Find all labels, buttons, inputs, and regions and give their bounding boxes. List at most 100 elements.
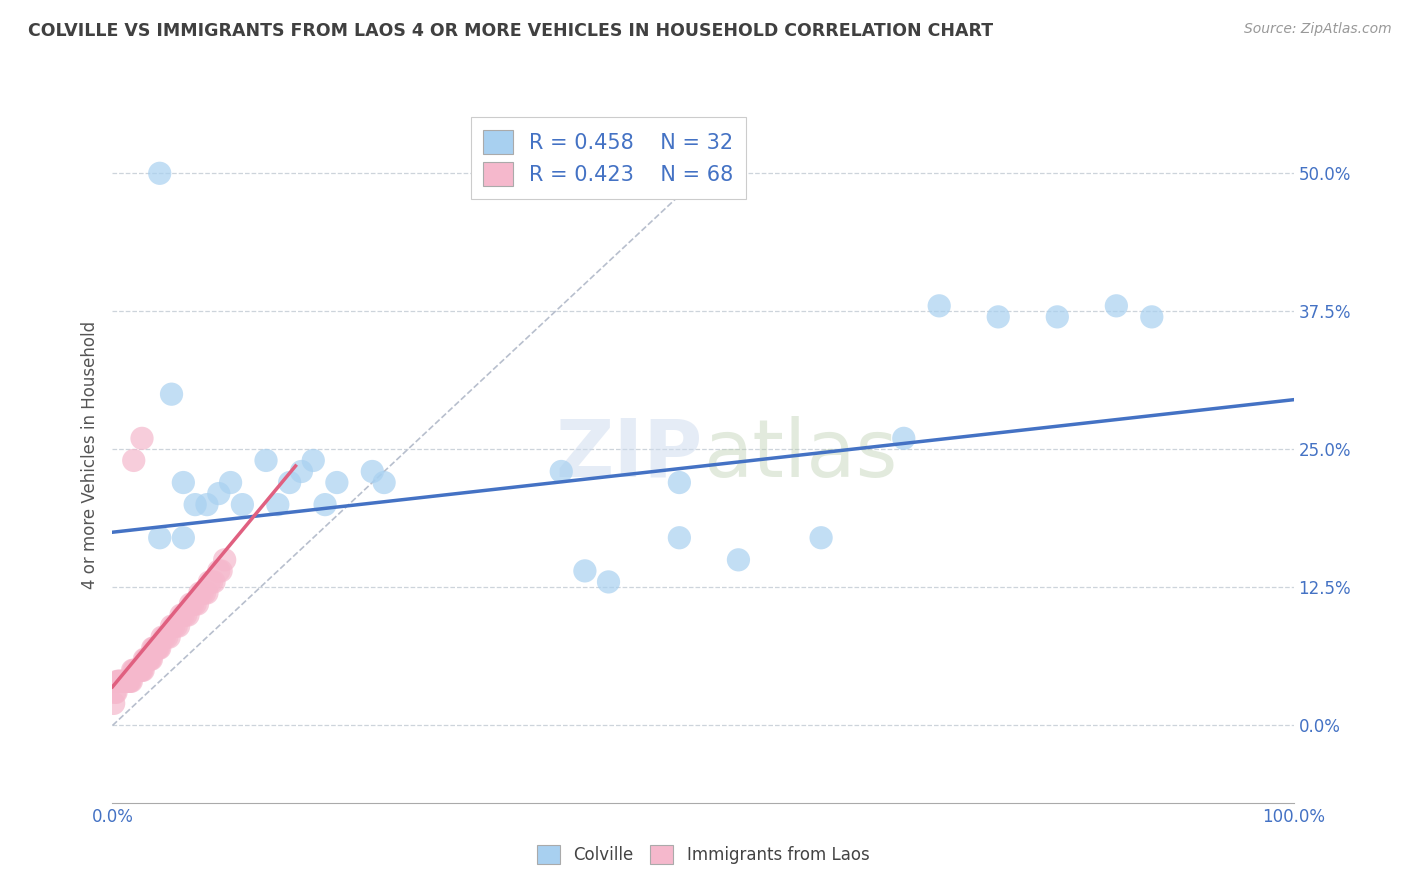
Point (191, 586, 214, 600)
Point (120, 674, 142, 689)
Text: ZIP: ZIP (555, 416, 703, 494)
Point (121, 663, 143, 677)
Point (165, 619, 187, 633)
Point (107, 674, 129, 689)
Point (361, 465, 384, 479)
Point (160, 387, 183, 401)
Point (125, 663, 148, 677)
Point (127, 663, 149, 677)
Point (111, 674, 134, 689)
Point (142, 641, 165, 656)
Point (120, 674, 142, 689)
Point (267, 498, 290, 512)
Point (139, 652, 162, 666)
Point (148, 641, 170, 656)
Point (149, 531, 172, 545)
Point (122, 663, 145, 677)
Point (149, 641, 172, 656)
Point (104, 685, 127, 699)
Point (373, 475, 395, 490)
Point (136, 652, 159, 666)
Point (195, 586, 218, 600)
Point (208, 486, 231, 500)
Point (135, 652, 157, 666)
Point (117, 674, 139, 689)
Point (114, 674, 136, 689)
Text: Source: ZipAtlas.com: Source: ZipAtlas.com (1244, 22, 1392, 37)
Point (163, 619, 186, 633)
Point (122, 453, 145, 467)
Point (108, 674, 131, 689)
Point (928, 299, 950, 313)
Point (110, 674, 132, 689)
Text: atlas: atlas (703, 416, 897, 494)
Point (202, 574, 225, 589)
Point (290, 465, 312, 479)
Point (105, 674, 128, 689)
Point (170, 608, 193, 623)
Point (598, 574, 620, 589)
Point (172, 608, 194, 623)
Point (668, 475, 690, 490)
Point (810, 531, 832, 545)
Point (142, 641, 165, 656)
Point (184, 597, 207, 611)
Text: COLVILLE VS IMMIGRANTS FROM LAOS 4 OR MORE VEHICLES IN HOUSEHOLD CORRELATION CHA: COLVILLE VS IMMIGRANTS FROM LAOS 4 OR MO… (28, 22, 993, 40)
Point (127, 663, 149, 677)
Point (146, 641, 169, 656)
Point (550, 465, 572, 479)
Point (201, 574, 224, 589)
Point (188, 586, 211, 600)
Point (209, 564, 232, 578)
Point (302, 453, 325, 467)
Point (278, 475, 301, 490)
Point (141, 652, 163, 666)
Point (112, 674, 135, 689)
Point (115, 674, 138, 689)
Point (132, 663, 155, 677)
Point (231, 498, 253, 512)
Point (134, 652, 156, 666)
Point (129, 663, 152, 677)
Point (150, 630, 173, 644)
Point (727, 553, 749, 567)
Point (219, 475, 242, 490)
Point (131, 663, 153, 677)
Point (254, 453, 277, 467)
Point (156, 630, 179, 644)
Point (135, 652, 157, 666)
Point (574, 564, 596, 578)
Point (195, 498, 218, 512)
Point (167, 619, 190, 633)
Point (145, 641, 167, 656)
Point (128, 663, 150, 677)
Point (198, 574, 221, 589)
Point (157, 630, 180, 644)
Point (668, 531, 690, 545)
Point (112, 674, 135, 689)
Point (143, 641, 166, 656)
Point (172, 475, 194, 490)
Point (160, 619, 183, 633)
Y-axis label: 4 or more Vehicles in Household: 4 or more Vehicles in Household (80, 321, 98, 589)
Point (208, 564, 231, 578)
Point (1140, 310, 1163, 324)
Point (326, 475, 349, 490)
Point (103, 697, 125, 711)
Point (153, 630, 176, 644)
Point (138, 652, 160, 666)
Point (177, 608, 200, 623)
Point (194, 586, 217, 600)
Legend: Colville, Immigrants from Laos: Colville, Immigrants from Laos (530, 838, 876, 871)
Point (893, 431, 915, 445)
Point (179, 597, 201, 611)
Point (131, 431, 153, 445)
Point (1105, 299, 1128, 313)
Point (149, 166, 172, 180)
Point (184, 498, 207, 512)
Point (987, 310, 1010, 324)
Point (118, 674, 141, 689)
Point (314, 498, 336, 512)
Point (172, 531, 194, 545)
Point (174, 608, 197, 623)
